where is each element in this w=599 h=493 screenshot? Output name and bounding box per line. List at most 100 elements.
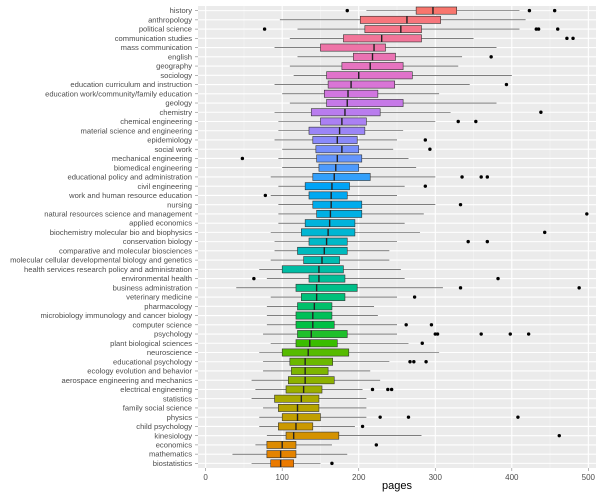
box-iqr [274, 394, 320, 403]
box-communication-studies [289, 34, 575, 43]
box-pharmacology [266, 302, 375, 311]
box-iqr [312, 200, 363, 209]
y-label: education work/community/family educatio… [45, 89, 192, 98]
outlier-point [571, 36, 575, 41]
y-label: applied economics [129, 219, 192, 228]
box-work-and-human-resource-education [263, 191, 397, 200]
box-iqr [318, 163, 360, 172]
outlier-point [577, 286, 581, 290]
box-mass-communication [274, 43, 497, 52]
box-series [232, 6, 589, 468]
outlier-point [423, 184, 428, 188]
outlier-point [508, 332, 512, 336]
y-label: conservation biology [123, 237, 192, 246]
box-molecular-cellular-developmental-biology-and-genetics [270, 256, 390, 265]
box-family-social-science [263, 404, 367, 412]
y-label: electrical engineering [120, 385, 192, 394]
outlier-point [252, 276, 256, 281]
box-conservation-biology [274, 237, 490, 246]
y-label: physics [167, 413, 193, 422]
box-veterinary-medicine [270, 293, 417, 301]
y-label: chemical engineering [120, 117, 192, 126]
outlier-point [424, 360, 428, 364]
box-iqr [315, 145, 360, 154]
box-iqr [326, 99, 404, 107]
outlier-point [240, 156, 245, 161]
y-label: child psychology [136, 422, 192, 431]
outlier-point [474, 119, 478, 124]
box-neuroscience [259, 348, 440, 357]
box-economics [255, 440, 379, 449]
box-iqr [295, 283, 358, 292]
y-label: natural resources science and management [44, 210, 193, 219]
box-iqr [415, 6, 457, 15]
outlier-point [412, 295, 417, 299]
box-comparative-and-molecular-biosciences [274, 246, 390, 255]
y-label: mass communication [121, 43, 192, 52]
box-nursing [278, 200, 463, 209]
y-label: computer science [132, 320, 192, 329]
box-health-services-research-policy-and-administration [259, 265, 401, 274]
y-label: social work [154, 145, 192, 154]
box-iqr [291, 367, 329, 375]
box-iqr [323, 89, 379, 98]
y-label: aerospace engineering and mechanics [62, 376, 193, 385]
outlier-point [556, 27, 560, 31]
box-epidemiology [274, 136, 428, 144]
box-chemistry [274, 108, 543, 117]
box-iqr [289, 357, 334, 366]
y-label: pharmacology [144, 302, 192, 311]
box-civil-engineering [278, 182, 428, 191]
box-iqr [359, 15, 441, 24]
box-business-administration [236, 283, 581, 292]
box-natural-resources-science-and-management [278, 209, 589, 218]
y-label: microbiology immunology and cancer biolo… [40, 311, 192, 320]
box-kinesiology [266, 431, 561, 440]
box-mathematics [232, 450, 348, 459]
box-iqr [278, 404, 320, 412]
y-label: mechanical engineering [112, 154, 192, 163]
outlier-point [458, 202, 463, 207]
outlier-point [485, 239, 490, 244]
box-iqr [320, 43, 386, 52]
box-sociology [293, 71, 512, 80]
box-ecology-evolution-and-behavior [263, 367, 371, 375]
y-label: plant biological sciences [110, 339, 192, 348]
box-political-science [262, 25, 560, 34]
x-tick-label: 300 [429, 473, 443, 482]
y-label: statistics [163, 394, 192, 403]
box-iqr [281, 265, 344, 274]
y-label: health services research policy and admi… [24, 265, 192, 274]
y-label: environmental health [122, 274, 193, 283]
box-aerospace-engineering-and-mechanics [251, 376, 381, 385]
x-tick-label: 400 [505, 473, 519, 482]
y-label: comparative and molecular biosciences [59, 246, 192, 255]
y-label: geology [165, 99, 192, 108]
outlier-point [489, 55, 493, 59]
box-education-work-community-family-education [282, 89, 440, 98]
grid-lines [198, 6, 596, 468]
x-tick-label: 500 [582, 473, 596, 482]
box-statistics [251, 394, 367, 403]
outlier-point [330, 461, 334, 466]
box-biostatistics [251, 459, 334, 468]
outlier-point [370, 387, 375, 392]
y-label: geography [156, 62, 192, 71]
box-iqr [341, 62, 404, 70]
box-iqr [312, 136, 358, 144]
outlier-point [585, 212, 589, 216]
outlier-point [360, 424, 365, 429]
y-label: sociology [160, 71, 192, 80]
outlier-point [539, 110, 543, 114]
outlier-point [408, 360, 412, 364]
outlier-point [552, 8, 557, 13]
outlier-point [485, 175, 490, 179]
outlier-point [420, 341, 424, 345]
y-label: chemistry [160, 108, 193, 117]
box-iqr [308, 191, 348, 200]
box-iqr [295, 339, 338, 348]
outlier-point [412, 360, 416, 364]
y-label: psychology [154, 330, 192, 339]
